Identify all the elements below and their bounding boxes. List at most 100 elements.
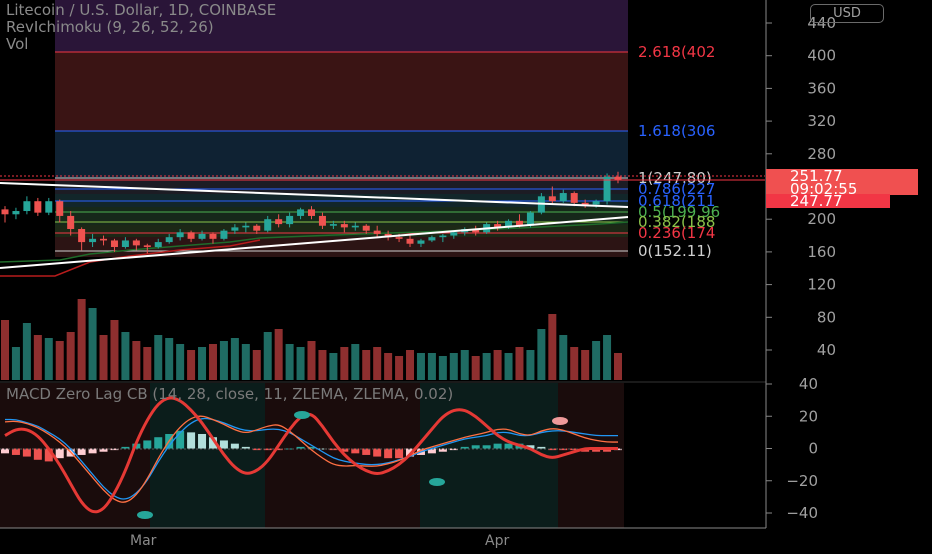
volume-bar[interactable] bbox=[340, 347, 349, 380]
candle-body[interactable] bbox=[231, 227, 239, 231]
volume-bar[interactable] bbox=[187, 350, 196, 380]
candle-body[interactable] bbox=[78, 229, 86, 243]
volume-bar[interactable] bbox=[1, 320, 9, 380]
macd-legend[interactable]: MACD Zero Lag CB (14, 28, close, 11, ZLE… bbox=[6, 385, 453, 403]
volume-bar[interactable] bbox=[570, 347, 579, 380]
volume-bar[interactable] bbox=[559, 335, 568, 380]
volume-bar[interactable] bbox=[230, 338, 239, 380]
volume-bar[interactable] bbox=[252, 350, 261, 380]
candle-body[interactable] bbox=[362, 225, 370, 231]
volume-bar[interactable] bbox=[526, 350, 535, 380]
volume-bar[interactable] bbox=[55, 341, 64, 380]
candle-body[interactable] bbox=[89, 238, 97, 243]
volume-bar[interactable] bbox=[603, 335, 612, 380]
candle-body[interactable] bbox=[253, 225, 261, 231]
volume-bar[interactable] bbox=[537, 329, 546, 380]
candle-body[interactable] bbox=[603, 176, 611, 202]
volume-bar[interactable] bbox=[165, 338, 174, 380]
price-axis[interactable] bbox=[766, 0, 932, 528]
candle-body[interactable] bbox=[297, 209, 305, 216]
symbol-title[interactable]: Litecoin / U.S. Dollar, 1D, COINBASE bbox=[6, 1, 277, 19]
volume-bar[interactable] bbox=[493, 350, 502, 380]
candle-body[interactable] bbox=[220, 230, 228, 239]
volume-bar[interactable] bbox=[99, 335, 108, 380]
volume-bar[interactable] bbox=[154, 335, 163, 380]
candle-body[interactable] bbox=[165, 237, 173, 243]
candle-body[interactable] bbox=[526, 212, 534, 226]
volume-bar[interactable] bbox=[307, 341, 316, 380]
candle-body[interactable] bbox=[209, 233, 217, 239]
candlestick-series[interactable] bbox=[1, 171, 622, 254]
volume-bar[interactable] bbox=[33, 335, 42, 380]
fib-retracement[interactable]: 2.618(402 1.618(306 1(247.80)0.786(2270.61… bbox=[55, 43, 720, 260]
indicator-label[interactable]: RevIchimoku (9, 26, 52, 26) bbox=[6, 18, 214, 36]
volume-bar[interactable] bbox=[548, 314, 557, 380]
volume-bar[interactable] bbox=[44, 338, 53, 380]
candle-body[interactable] bbox=[1, 209, 9, 215]
candle-body[interactable] bbox=[559, 193, 567, 202]
candle-body[interactable] bbox=[548, 196, 556, 202]
candle-body[interactable] bbox=[12, 211, 20, 215]
candle-body[interactable] bbox=[286, 215, 294, 225]
candle-body[interactable] bbox=[275, 219, 283, 225]
candle-body[interactable] bbox=[450, 232, 458, 236]
candle-body[interactable] bbox=[570, 193, 578, 203]
volume-bar[interactable] bbox=[241, 344, 250, 380]
candle-body[interactable] bbox=[67, 215, 75, 230]
volume-bar[interactable] bbox=[384, 353, 393, 380]
volume-bar[interactable] bbox=[395, 356, 404, 380]
volume-bar[interactable] bbox=[143, 347, 152, 380]
candle-body[interactable] bbox=[132, 240, 140, 246]
candle-body[interactable] bbox=[395, 237, 403, 239]
volume-bar[interactable] bbox=[329, 353, 338, 380]
volume-bar[interactable] bbox=[515, 347, 524, 380]
volume-bar[interactable] bbox=[176, 344, 185, 380]
volume-bar[interactable] bbox=[66, 332, 75, 380]
candle-body[interactable] bbox=[494, 224, 502, 228]
volume-bar[interactable] bbox=[504, 353, 513, 380]
volume-bar[interactable] bbox=[11, 347, 20, 380]
volume-bar[interactable] bbox=[318, 350, 327, 380]
volume-bar[interactable] bbox=[351, 344, 360, 380]
candle-body[interactable] bbox=[143, 245, 151, 247]
candle-body[interactable] bbox=[581, 202, 589, 205]
candle-body[interactable] bbox=[373, 230, 381, 234]
candle-body[interactable] bbox=[242, 225, 250, 228]
candle-body[interactable] bbox=[187, 232, 195, 239]
volume-bar[interactable] bbox=[22, 323, 31, 380]
volume-bar[interactable] bbox=[110, 320, 119, 380]
candle-body[interactable] bbox=[318, 215, 326, 226]
candle-body[interactable] bbox=[515, 220, 523, 226]
candle-body[interactable] bbox=[308, 209, 315, 216]
candle-body[interactable] bbox=[110, 240, 118, 247]
candle-body[interactable] bbox=[351, 225, 359, 228]
volume-bar[interactable] bbox=[274, 329, 283, 380]
volume-series[interactable] bbox=[1, 299, 622, 380]
volume-bar[interactable] bbox=[438, 356, 447, 380]
candle-body[interactable] bbox=[329, 224, 337, 226]
volume-bar[interactable] bbox=[482, 353, 491, 380]
volume-bar[interactable] bbox=[121, 332, 130, 380]
volume-bar[interactable] bbox=[132, 341, 141, 380]
candle-body[interactable] bbox=[417, 240, 425, 244]
volume-bar[interactable] bbox=[285, 344, 294, 380]
volume-bar[interactable] bbox=[362, 350, 371, 380]
volume-bar[interactable] bbox=[449, 353, 458, 380]
volume-bar[interactable] bbox=[373, 347, 382, 380]
candle-body[interactable] bbox=[406, 238, 414, 244]
volume-bar[interactable] bbox=[219, 341, 228, 380]
trendline-resistance[interactable] bbox=[0, 182, 629, 208]
volume-bar[interactable] bbox=[592, 341, 601, 380]
volume-bar[interactable] bbox=[263, 332, 272, 380]
volume-bar[interactable] bbox=[208, 344, 217, 380]
volume-bar[interactable] bbox=[88, 308, 97, 380]
candle-body[interactable] bbox=[264, 219, 272, 231]
candle-body[interactable] bbox=[121, 240, 129, 247]
volume-label[interactable]: Vol bbox=[6, 35, 29, 53]
volume-bar[interactable] bbox=[460, 350, 469, 380]
candle-body[interactable] bbox=[45, 201, 53, 213]
currency-button[interactable]: USD bbox=[810, 4, 884, 23]
candle-body[interactable] bbox=[154, 242, 162, 247]
volume-bar[interactable] bbox=[406, 350, 415, 380]
